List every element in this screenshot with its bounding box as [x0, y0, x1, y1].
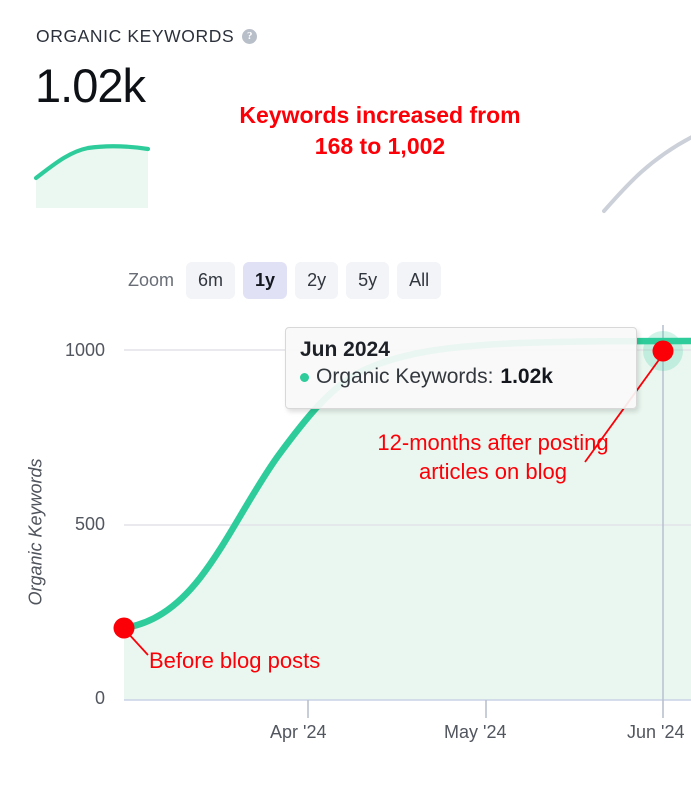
- page-title: ORGANIC KEYWORDS: [36, 26, 235, 46]
- zoom-label: Zoom: [128, 270, 175, 290]
- y-tick-0: 0: [94, 688, 105, 708]
- annotation-before-blog-posts: Before blog posts: [149, 648, 321, 673]
- x-tick-jun: Jun '24: [627, 722, 685, 742]
- annotation-12-months-after: 12-months after posting articles on blog: [338, 428, 648, 487]
- zoom-range-selector: Zoom 6m 1y 2y 5y All: [128, 262, 442, 299]
- series-area-fill: [124, 341, 691, 700]
- question-mark-icon[interactable]: ?: [242, 29, 258, 44]
- y-tick-500: 500: [74, 514, 105, 534]
- chart-tooltip: Jun 2024 Organic Keywords: 1.02k: [285, 327, 637, 409]
- zoom-button-1y[interactable]: 1y: [243, 262, 288, 299]
- metric-sparkline: [33, 144, 151, 208]
- y-tick-1000: 1000: [64, 340, 105, 360]
- annotation-mid-line2: articles on blog: [419, 459, 567, 485]
- x-tick-may: May '24: [444, 722, 507, 742]
- x-tick-apr: Apr '24: [270, 722, 327, 742]
- metric-card-header: ORGANIC KEYWORDS ?: [36, 26, 258, 47]
- series-color-dot-icon: [300, 372, 309, 382]
- zoom-button-all[interactable]: All: [397, 262, 442, 299]
- tooltip-series-value: 1.02k: [500, 365, 553, 389]
- annotation-top-line1: Keywords increased from: [239, 102, 521, 128]
- neighbor-card-sparkline: [602, 135, 691, 213]
- tooltip-series-row: Organic Keywords: 1.02k: [300, 365, 622, 389]
- metric-value: 1.02k: [35, 59, 146, 112]
- marker-before-blog-posts: [113, 617, 135, 639]
- tooltip-series-label: Organic Keywords:: [316, 365, 494, 389]
- annotation-keywords-increase: Keywords increased from 168 to 1,002: [180, 100, 580, 161]
- marker-12-months-after: [652, 340, 674, 362]
- tooltip-date: Jun 2024: [300, 338, 390, 361]
- zoom-button-2y[interactable]: 2y: [295, 262, 339, 299]
- zoom-button-6m[interactable]: 6m: [186, 262, 236, 299]
- zoom-button-5y[interactable]: 5y: [346, 262, 390, 299]
- annotation-top-line2: 168 to 1,002: [314, 132, 446, 159]
- annotation-mid-line1: 12-months after posting: [377, 430, 609, 455]
- leader-line-after: [584, 356, 662, 463]
